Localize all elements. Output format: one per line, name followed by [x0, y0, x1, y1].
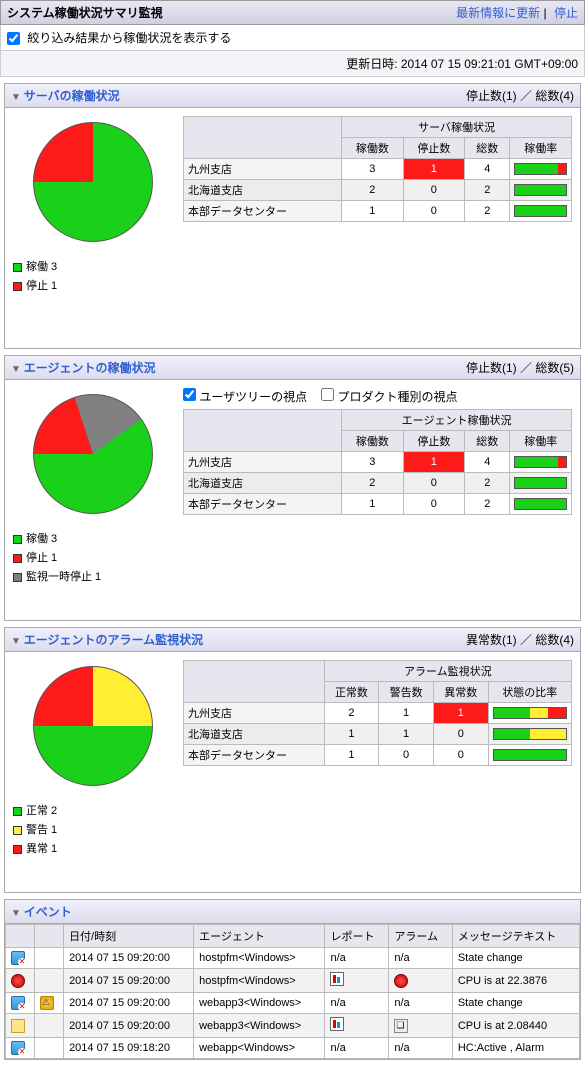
status-table: サーバ稼働状況稼働数停止数総数稼働率九州支店314北海道支店202本部データセン… [183, 116, 572, 222]
panel: エージェントのアラーム監視状況 異常数(1) ／ 総数(4) 正常 2 警告 1 異… [4, 627, 581, 893]
event-row[interactable]: 2014 07 15 09:20:00 webapp3<Windows> CPU… [6, 1014, 580, 1038]
refresh-link[interactable]: 最新情報に更新 [456, 6, 540, 20]
panel-events-header[interactable]: イベント [5, 900, 580, 924]
panel-summary: 停止数(1) ／ 総数(4) [466, 87, 574, 104]
panel-summary: 異常数(1) ／ 総数(4) [466, 631, 574, 648]
events-table: 日付/時刻エージェントレポートアラームメッセージテキスト 2014 07 15 … [5, 924, 580, 1059]
table-row: 九州支店314 [184, 452, 572, 473]
legend-item: 正常 2 [13, 802, 173, 818]
filter-row: 絞り込み結果から稼働状況を表示する [0, 25, 585, 51]
title-links: 最新情報に更新 | 停止 [452, 4, 578, 21]
filter-checkbox[interactable] [7, 32, 20, 45]
panel: サーバの稼働状況 停止数(1) ／ 総数(4) 稼働 3 停止 1 サーバ稼働状況… [4, 83, 581, 349]
legend: 正常 2 警告 1 異常 1 [13, 802, 173, 856]
table-column: ユーザツリーの視点 プロダクト種別の視点 エージェント稼働状況稼働数停止数総数稼… [183, 388, 572, 612]
stop-icon [11, 974, 25, 988]
stop-link[interactable]: 停止 [554, 6, 578, 20]
ratio-bar [493, 707, 567, 719]
legend-item: 停止 1 [13, 277, 173, 293]
update-time: 更新日時: 2014 07 15 09:21:01 GMT+09:00 [0, 51, 585, 77]
panel-events-title: イベント [11, 903, 72, 920]
status-table: アラーム監視状況正常数警告数異常数状態の比率九州支店211北海道支店110本部デ… [183, 660, 572, 766]
col-header[interactable]: メッセージテキスト [452, 925, 579, 948]
col-header[interactable]: レポート [325, 925, 389, 948]
panel-header[interactable]: エージェントのアラーム監視状況 異常数(1) ／ 総数(4) [5, 628, 580, 652]
panel-title: サーバの稼働状況 [11, 87, 120, 104]
table-row: 北海道支店110 [184, 724, 572, 745]
status-table: エージェント稼働状況稼働数停止数総数稼働率九州支店314北海道支店202本部デー… [183, 409, 572, 515]
view2-checkbox[interactable] [321, 388, 334, 401]
table-column: サーバ稼働状況稼働数停止数総数稼働率九州支店314北海道支店202本部データセン… [183, 116, 572, 340]
legend-item: 監視一時停止 1 [13, 568, 173, 584]
report-icon[interactable] [330, 972, 344, 986]
panel-title: エージェントの稼働状況 [11, 359, 155, 376]
panel-events: イベント 日付/時刻エージェントレポートアラームメッセージテキスト 2014 0… [4, 899, 581, 1060]
col-header[interactable]: アラーム [389, 925, 453, 948]
col-header[interactable] [6, 925, 35, 948]
view1-checkbox[interactable] [183, 388, 196, 401]
chart-column: 稼働 3 停止 1 [13, 116, 173, 340]
legend-item: 異常 1 [13, 840, 173, 856]
event-row[interactable]: 2014 07 15 09:20:00 webapp3<Windows> n/a… [6, 993, 580, 1014]
pie-chart [33, 666, 153, 786]
event-row[interactable]: 2014 07 15 09:20:00 hostpfm<Windows> CPU… [6, 969, 580, 993]
ratio-bar [514, 184, 567, 196]
legend-item: 稼働 3 [13, 530, 173, 546]
ratio-bar [493, 749, 567, 761]
ratio-bar [514, 477, 567, 489]
legend: 稼働 3 停止 1 監視一時停止 1 [13, 530, 173, 584]
ratio-bar [514, 456, 567, 468]
legend-item: 警告 1 [13, 821, 173, 837]
view-checks: ユーザツリーの視点 プロダクト種別の視点 [183, 388, 572, 405]
panel: エージェントの稼働状況 停止数(1) ／ 総数(5) 稼働 3 停止 1 監視一時停… [4, 355, 581, 621]
table-row: 九州支店211 [184, 703, 572, 724]
table-row: 本部データセンター102 [184, 494, 572, 515]
panel-header[interactable]: エージェントの稼働状況 停止数(1) ／ 総数(5) [5, 356, 580, 380]
table-row: 北海道支店202 [184, 473, 572, 494]
chart-column: 正常 2 警告 1 異常 1 [13, 660, 173, 884]
db-icon [11, 996, 25, 1010]
table-column: アラーム監視状況正常数警告数異常数状態の比率九州支店211北海道支店110本部デ… [183, 660, 572, 884]
ratio-bar [514, 498, 567, 510]
event-row[interactable]: 2014 07 15 09:20:00 hostpfm<Windows> n/a… [6, 948, 580, 969]
report-icon[interactable] [330, 1017, 344, 1031]
warn-icon [40, 996, 54, 1010]
legend: 稼働 3 停止 1 [13, 258, 173, 293]
ratio-bar [514, 205, 567, 217]
col-header[interactable]: 日付/時刻 [64, 925, 194, 948]
ratio-bar [514, 163, 567, 175]
filter-label[interactable]: 絞り込み結果から稼働状況を表示する [7, 31, 231, 45]
table-row: 北海道支店202 [184, 180, 572, 201]
clip-icon [394, 1019, 408, 1033]
page-title: システム稼働状況サマリ監視 [7, 4, 163, 21]
table-row: 本部データセンター102 [184, 201, 572, 222]
legend-item: 停止 1 [13, 549, 173, 565]
col-header[interactable] [35, 925, 64, 948]
db-icon [11, 1041, 25, 1055]
ratio-bar [493, 728, 567, 740]
chart-column: 稼働 3 停止 1 監視一時停止 1 [13, 388, 173, 612]
title-bar: システム稼働状況サマリ監視 最新情報に更新 | 停止 [0, 0, 585, 25]
note-icon [11, 1019, 25, 1033]
pie-chart [33, 394, 153, 514]
event-row[interactable]: 2014 07 15 09:18:20 webapp<Windows> n/a … [6, 1038, 580, 1059]
table-row: 本部データセンター100 [184, 745, 572, 766]
panel-title: エージェントのアラーム監視状況 [11, 631, 203, 648]
db-icon [11, 951, 25, 965]
stop-icon [394, 974, 408, 988]
table-row: 九州支店314 [184, 159, 572, 180]
panel-header[interactable]: サーバの稼働状況 停止数(1) ／ 総数(4) [5, 84, 580, 108]
pie-chart [33, 122, 153, 242]
legend-item: 稼働 3 [13, 258, 173, 274]
col-header[interactable]: エージェント [194, 925, 325, 948]
panel-summary: 停止数(1) ／ 総数(5) [466, 359, 574, 376]
